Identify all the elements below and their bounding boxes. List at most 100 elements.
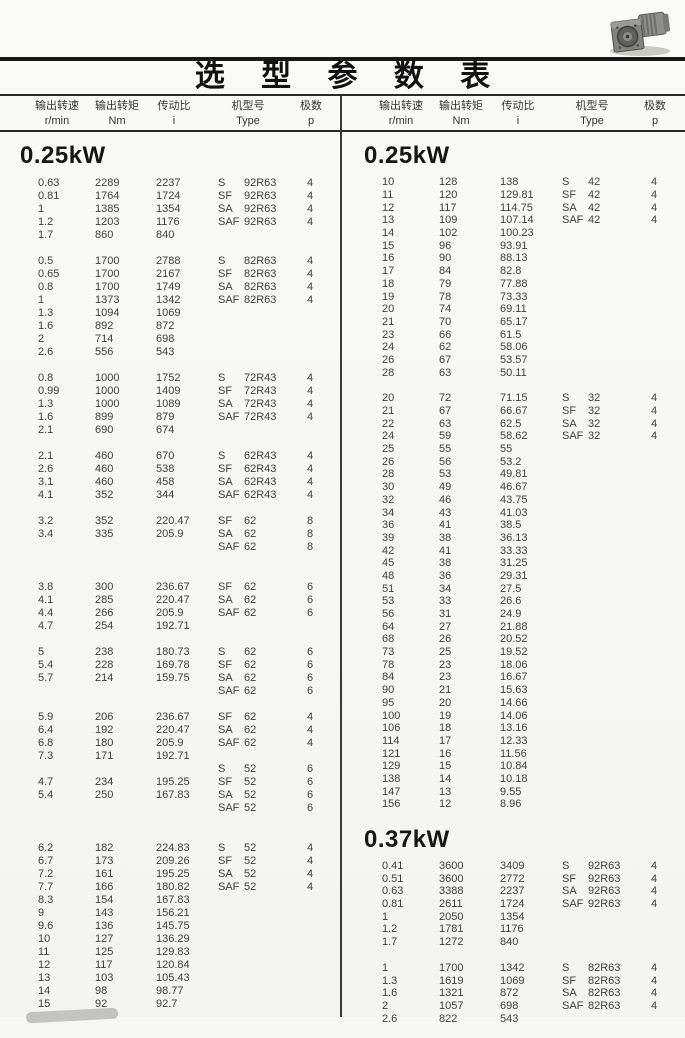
ratio-cell: 77.88 <box>500 277 528 290</box>
output-speed-cell: 138 <box>382 772 401 785</box>
data-block: 10 128 138 S 42 4 11 120 129.81 SF 42 4 12 117 114.75 S… <box>344 176 685 379</box>
poles-cell: 4 <box>651 898 658 911</box>
column-header-label: 输出转矩 <box>95 100 139 112</box>
table-row: 32 46 43.75 <box>344 494 685 507</box>
output-torque-cell: 20 <box>439 696 452 709</box>
type-model-cell: 72R43 <box>244 384 277 397</box>
table-row: 20 72 71.15 S 32 4 <box>344 392 685 405</box>
ratio-cell: 872 <box>156 319 175 332</box>
table-row: 15 96 93.91 <box>344 239 685 252</box>
output-speed-cell: 11 <box>38 945 50 958</box>
output-torque-cell: 161 <box>95 867 114 880</box>
poles-cell: 4 <box>651 987 658 1000</box>
table-column-right: 0.25kW 10 128 138 S 42 4 11 120 129.81 SF 42 4 12 117 1… <box>344 140 685 1038</box>
type-model-cell: 62R43 <box>244 475 277 488</box>
output-speed-cell: 34 <box>382 506 395 519</box>
output-speed-cell: 0.81 <box>382 898 404 911</box>
output-torque-cell: 36 <box>439 569 452 582</box>
poles-cell: 4 <box>307 371 314 384</box>
table-row: 147 13 9.55 <box>344 785 685 798</box>
type-model-cell: 62R43 <box>244 462 277 475</box>
output-torque-cell: 1619 <box>439 974 464 987</box>
ratio-cell: 670 <box>156 449 175 462</box>
ratio-cell: 71.15 <box>500 392 528 405</box>
ratio-cell: 58.62 <box>500 430 528 443</box>
poles-cell: 6 <box>307 762 314 775</box>
output-torque-cell: 3600 <box>439 872 464 885</box>
output-torque-cell: 33 <box>439 595 452 608</box>
output-torque-cell: 41 <box>439 544 452 557</box>
ratio-cell: 236.67 <box>156 710 190 723</box>
output-speed-cell: 4.4 <box>38 606 54 619</box>
output-speed-cell: 30 <box>382 481 395 494</box>
table-row: 121 16 11.56 <box>344 747 685 760</box>
ratio-cell: 55 <box>500 443 513 456</box>
output-speed-cell: 4.7 <box>38 619 54 632</box>
ratio-cell: 2772 <box>500 872 525 885</box>
output-speed-cell: 156 <box>382 798 401 811</box>
poles-cell: 4 <box>651 392 658 405</box>
output-speed-cell: 2 <box>382 999 389 1012</box>
output-speed-cell: 5.4 <box>38 788 54 801</box>
poles-cell: 6 <box>307 593 314 606</box>
type-prefix-cell: SA <box>562 987 577 1000</box>
output-speed-cell: 28 <box>382 366 395 379</box>
poles-cell: 6 <box>307 788 314 801</box>
table-row: 7.2 161 195.25 SA 52 4 <box>0 867 341 880</box>
ratio-cell: 205.9 <box>156 736 184 749</box>
output-speed-cell: 20 <box>382 392 395 405</box>
table-row: 18 79 77.88 <box>344 278 685 291</box>
output-speed-cell: 1.3 <box>38 397 54 410</box>
type-prefix-cell: SAF <box>218 488 240 501</box>
table-row: 0.63 2289 2237 S 92R63 4 <box>0 176 341 189</box>
type-model-cell: 62 <box>244 527 257 540</box>
output-torque-cell: 46 <box>439 493 452 506</box>
output-torque-cell: 67 <box>439 353 452 366</box>
ratio-cell: 10.18 <box>500 772 528 785</box>
ratio-cell: 15.63 <box>500 684 528 697</box>
table-row: 106 18 13.16 <box>344 722 685 735</box>
type-prefix-cell: SF <box>218 462 233 475</box>
ratio-cell: 2237 <box>500 885 525 898</box>
type-model-cell: 42 <box>588 189 601 202</box>
column-header-unit: p <box>307 115 315 127</box>
ratio-cell: 195.25 <box>156 867 190 880</box>
type-prefix-cell: SF <box>218 384 233 397</box>
type-model-cell: 62 <box>244 540 257 553</box>
table-row: 53 33 26.6 <box>344 595 685 608</box>
output-torque-cell: 166 <box>95 880 114 893</box>
ratio-cell: 192.71 <box>156 619 190 632</box>
ratio-cell: 18.06 <box>500 658 528 671</box>
output-speed-cell: 22 <box>382 417 395 430</box>
table-row: 30 49 46.67 <box>344 481 685 494</box>
type-prefix-cell: SAF <box>218 606 240 619</box>
page-title: 选 型 参 数 表 <box>194 60 505 93</box>
ratio-cell: 129.81 <box>500 189 534 202</box>
ratio-cell: 674 <box>156 423 175 436</box>
ratio-cell: 169.78 <box>156 658 190 671</box>
table-row: 17 84 82.8 <box>344 265 685 278</box>
table-row: 5.4 250 167.83 SA 52 6 <box>0 788 341 801</box>
table-row: 12 117 120.84 <box>0 958 341 971</box>
ratio-cell: 27.5 <box>500 582 522 595</box>
ratio-cell: 46.67 <box>500 481 528 494</box>
type-prefix-cell: SF <box>218 710 233 723</box>
table-row: 10 128 138 S 42 4 <box>344 176 685 189</box>
ratio-cell: 36.13 <box>500 531 528 544</box>
table-row: SAF 62 6 <box>0 684 341 697</box>
ratio-cell: 159.75 <box>156 671 190 684</box>
type-model-cell: 92R63 <box>244 189 277 202</box>
poles-cell: 4 <box>651 201 658 214</box>
output-speed-cell: 9 <box>38 906 45 919</box>
table-row: 0.81 2611 1724 SAF 92R63 4 <box>344 898 685 911</box>
output-torque-cell: 79 <box>439 277 452 290</box>
ratio-cell: 458 <box>156 475 175 488</box>
output-torque-cell: 117 <box>439 201 457 214</box>
ratio-cell: 66.67 <box>500 405 528 418</box>
poles-cell: 4 <box>307 410 314 423</box>
output-torque-cell: 16 <box>439 747 452 760</box>
output-torque-cell: 70 <box>439 315 452 328</box>
output-speed-cell: 6.4 <box>38 723 54 736</box>
ratio-cell: 61.5 <box>500 328 522 341</box>
